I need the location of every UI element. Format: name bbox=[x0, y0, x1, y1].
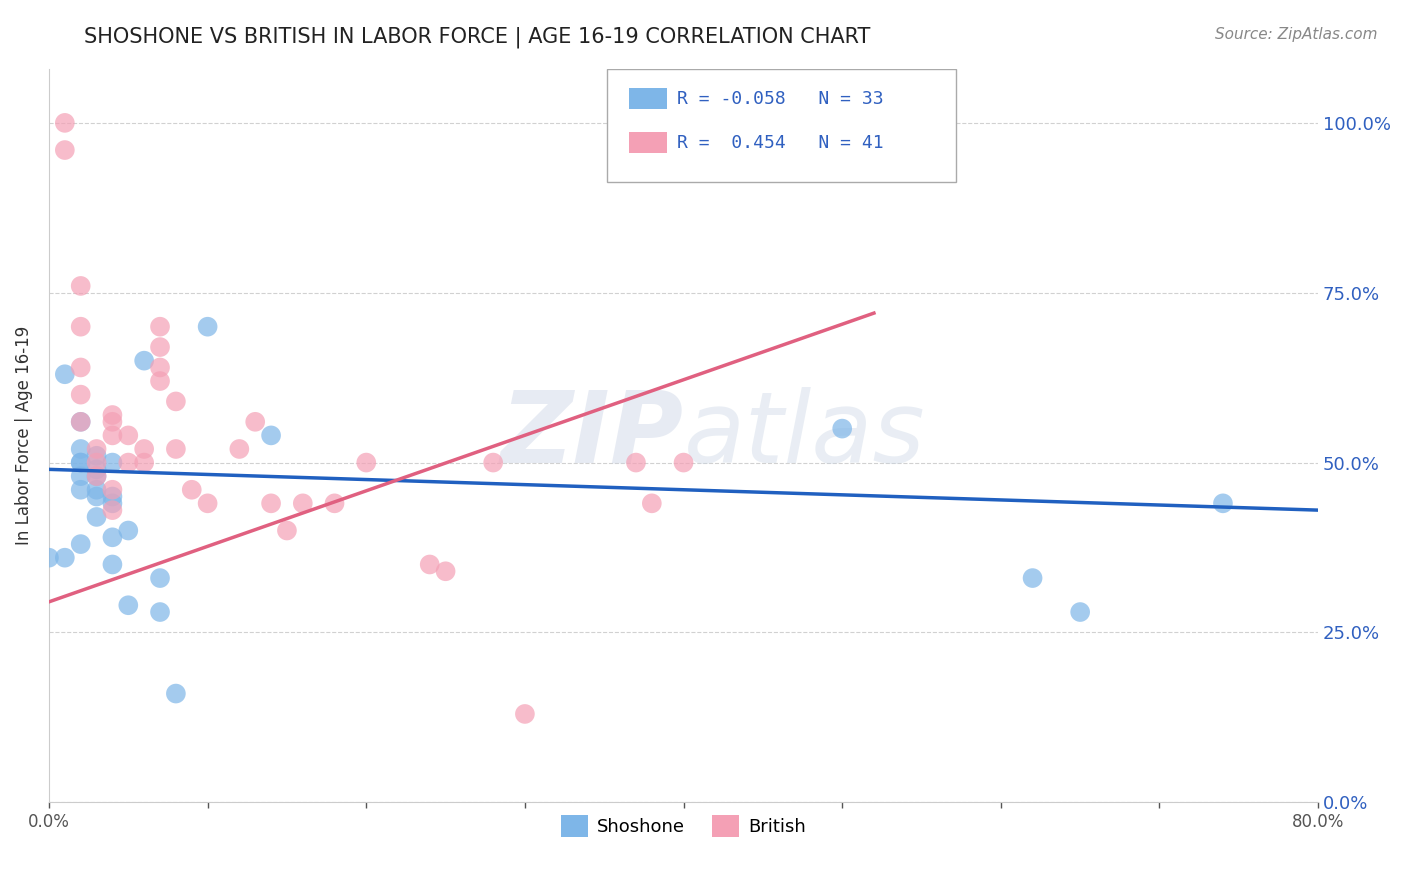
Point bbox=[86, 469, 108, 483]
Point bbox=[149, 340, 172, 354]
Point bbox=[69, 387, 91, 401]
Text: R =  0.454   N = 41: R = 0.454 N = 41 bbox=[678, 134, 884, 152]
Point bbox=[482, 456, 505, 470]
FancyBboxPatch shape bbox=[607, 69, 956, 182]
Point bbox=[149, 374, 172, 388]
Point bbox=[101, 483, 124, 497]
Point bbox=[134, 456, 156, 470]
Point bbox=[165, 394, 187, 409]
Y-axis label: In Labor Force | Age 16-19: In Labor Force | Age 16-19 bbox=[15, 326, 32, 545]
Point bbox=[69, 319, 91, 334]
Point bbox=[165, 687, 187, 701]
Point bbox=[323, 496, 346, 510]
Point bbox=[149, 605, 172, 619]
Text: SHOSHONE VS BRITISH IN LABOR FORCE | AGE 16-19 CORRELATION CHART: SHOSHONE VS BRITISH IN LABOR FORCE | AGE… bbox=[84, 27, 870, 48]
Point bbox=[69, 456, 91, 470]
Point bbox=[69, 456, 91, 470]
Bar bbox=[628, 132, 666, 153]
Point bbox=[831, 421, 853, 435]
Point bbox=[86, 490, 108, 504]
Point bbox=[69, 415, 91, 429]
Point bbox=[641, 496, 664, 510]
Point bbox=[624, 456, 647, 470]
Point bbox=[101, 428, 124, 442]
Text: ZIP: ZIP bbox=[501, 387, 683, 483]
Point bbox=[69, 415, 91, 429]
Point bbox=[69, 442, 91, 456]
Point bbox=[101, 408, 124, 422]
Point bbox=[1212, 496, 1234, 510]
Point bbox=[69, 279, 91, 293]
Point bbox=[69, 483, 91, 497]
Point bbox=[419, 558, 441, 572]
Point bbox=[86, 462, 108, 476]
Point bbox=[86, 442, 108, 456]
Point bbox=[134, 442, 156, 456]
Point bbox=[86, 449, 108, 463]
Point bbox=[86, 456, 108, 470]
Point bbox=[149, 319, 172, 334]
Point bbox=[101, 558, 124, 572]
Point bbox=[245, 415, 267, 429]
Point bbox=[260, 428, 283, 442]
Point bbox=[101, 456, 124, 470]
Legend: Shoshone, British: Shoshone, British bbox=[554, 808, 813, 845]
Point bbox=[53, 368, 76, 382]
Point bbox=[53, 143, 76, 157]
Point bbox=[101, 415, 124, 429]
Point bbox=[672, 456, 695, 470]
Point bbox=[149, 360, 172, 375]
Point bbox=[149, 571, 172, 585]
Point bbox=[276, 524, 298, 538]
Point bbox=[180, 483, 202, 497]
Point bbox=[53, 116, 76, 130]
Text: R = -0.058   N = 33: R = -0.058 N = 33 bbox=[678, 89, 884, 108]
Point bbox=[197, 319, 219, 334]
Point bbox=[117, 599, 139, 613]
Point bbox=[165, 442, 187, 456]
Point bbox=[69, 537, 91, 551]
Point bbox=[69, 360, 91, 375]
Point bbox=[1021, 571, 1043, 585]
Bar bbox=[628, 88, 666, 109]
Point bbox=[86, 483, 108, 497]
Point bbox=[53, 550, 76, 565]
Point bbox=[86, 510, 108, 524]
Point bbox=[101, 496, 124, 510]
Point bbox=[117, 456, 139, 470]
Point bbox=[101, 530, 124, 544]
Point bbox=[434, 564, 457, 578]
Point bbox=[356, 456, 378, 470]
Point bbox=[101, 503, 124, 517]
Point bbox=[134, 353, 156, 368]
Text: atlas: atlas bbox=[683, 387, 925, 483]
Point bbox=[291, 496, 314, 510]
Point bbox=[101, 490, 124, 504]
Point bbox=[228, 442, 250, 456]
Point bbox=[197, 496, 219, 510]
Point bbox=[69, 469, 91, 483]
Point bbox=[260, 496, 283, 510]
Point bbox=[117, 428, 139, 442]
Point bbox=[117, 524, 139, 538]
Point bbox=[1069, 605, 1091, 619]
Point bbox=[513, 706, 536, 721]
Text: Source: ZipAtlas.com: Source: ZipAtlas.com bbox=[1215, 27, 1378, 42]
Point bbox=[86, 469, 108, 483]
Point bbox=[38, 550, 60, 565]
